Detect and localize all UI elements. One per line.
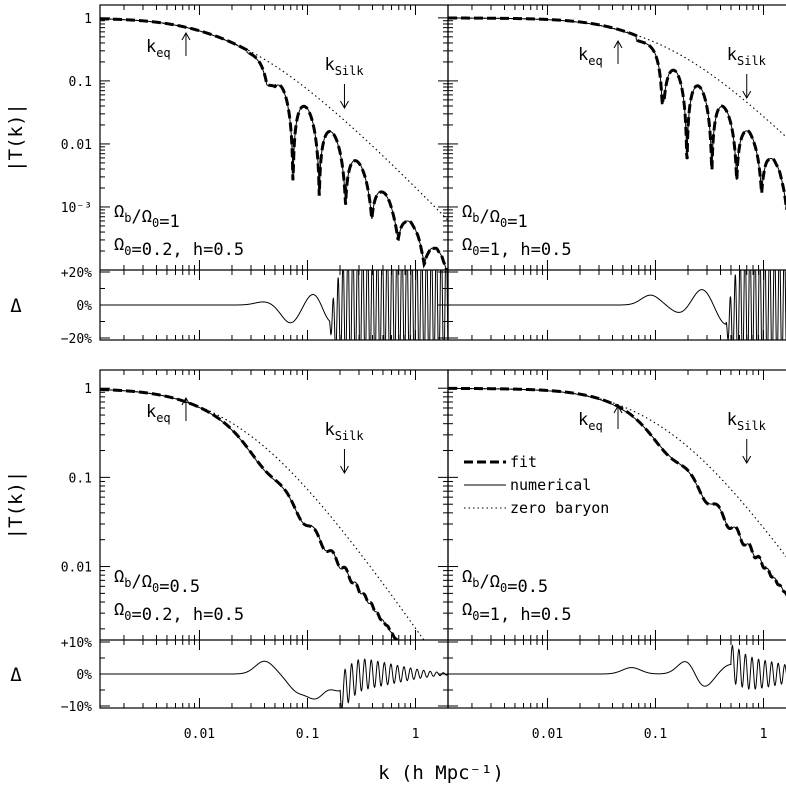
k-eq-arrowhead (181, 31, 191, 41)
baryon-fraction-label: Ωb/Ω0=1 (462, 202, 528, 232)
k-eq-marker: keq (146, 396, 191, 425)
legend-entry: zero baryon (510, 499, 609, 517)
residual-tick-label: −10% (61, 700, 92, 715)
k-silk-label: kSilk (324, 55, 364, 78)
k-eq-arrowhead (181, 396, 191, 406)
residual-tick-label: 0% (76, 668, 92, 683)
k-eq-marker: keq (578, 404, 623, 433)
zero-baryon-curve (448, 387, 786, 558)
k-eq-label: keq (578, 410, 603, 433)
y-tick-label: 1 (84, 382, 92, 397)
omega-h-label: Ω0=0.2, h=0.5 (114, 235, 244, 260)
numerical-curve (100, 389, 398, 640)
residual-curve (100, 270, 448, 340)
k-silk-label: kSilk (324, 420, 364, 443)
residual-tick-label: 0% (76, 299, 92, 314)
legend: fit numerical zero baryon (464, 453, 609, 517)
omega-h-label: Ω0=0.2, h=0.5 (114, 600, 244, 625)
x-tick-label: 0.01 (184, 727, 215, 742)
k-silk-marker: kSilk (324, 420, 364, 475)
numerical-curve (448, 387, 786, 594)
omega-h-label: Ω0=1, h=0.5 (462, 600, 572, 625)
baryon-fraction-label: Ωb/Ω0=0.5 (114, 567, 200, 597)
residual-axis-label: Δ (10, 664, 22, 686)
numerical-curve (448, 17, 786, 209)
zero-baryon-curve (448, 17, 786, 138)
baryon-fraction-label: Ωb/Ω0=1 (114, 202, 180, 232)
k-eq-arrowhead (613, 39, 623, 49)
k-silk-arrowhead (742, 455, 752, 465)
numerical-curve (100, 18, 447, 270)
k-eq-label: keq (146, 37, 171, 60)
k-silk-label: kSilk (727, 410, 767, 433)
panel-frame (447, 4, 786, 341)
k-silk-marker: kSilk (727, 45, 767, 100)
residual-tick-label: −20% (61, 332, 92, 347)
y-axis-label: |T(k)| (5, 103, 27, 172)
residual-axis-label: Δ (10, 295, 22, 317)
panel-top-right: keq kSilk Ωb/Ω0=1 Ω0=1, h=0.5 (447, 4, 786, 341)
y-tick-label: 1 (84, 12, 92, 27)
residual-curve (448, 644, 786, 691)
zero-baryon-curve (100, 388, 425, 640)
panel-bottom-right: keq kSilk Ωb/Ω0=0.5 Ω0=1, h=0.5 (447, 369, 786, 709)
y-tick-label: 10⁻³ (61, 201, 92, 216)
x-axis-label: k (h Mpc⁻¹) (378, 762, 504, 784)
fit-curve (100, 17, 448, 270)
y-axis-label: |T(k)| (5, 471, 27, 540)
y-tick-label: 0.01 (61, 561, 92, 576)
k-silk-marker: kSilk (324, 55, 364, 110)
y-tick-label: 0.01 (61, 138, 92, 153)
k-eq-marker: keq (578, 39, 623, 68)
y-tick-label: 0.1 (69, 471, 92, 486)
k-silk-arrowhead (340, 100, 349, 110)
k-silk-label: kSilk (727, 45, 767, 68)
x-tick-label: 1 (760, 727, 768, 742)
legend-entry: fit (510, 453, 537, 471)
baryon-fraction-label: Ωb/Ω0=0.5 (462, 567, 548, 597)
k-silk-marker: kSilk (727, 410, 767, 465)
k-eq-label: keq (146, 402, 171, 425)
x-tick-label: 0.1 (296, 727, 319, 742)
k-eq-label: keq (578, 45, 603, 68)
x-tick-label: 0.1 (644, 727, 667, 742)
residual-curve (100, 658, 448, 708)
omega-h-label: Ω0=1, h=0.5 (462, 235, 572, 260)
x-tick-label: 0.01 (532, 727, 563, 742)
residual-tick-label: +10% (61, 636, 92, 651)
k-silk-arrowhead (340, 465, 349, 475)
k-eq-arrowhead (613, 404, 623, 414)
legend-entry: numerical (510, 476, 591, 494)
y-tick-label: 0.1 (69, 75, 92, 90)
residual-tick-label: +20% (61, 266, 92, 281)
fit-curve (100, 387, 399, 640)
x-tick-label: 1 (412, 727, 420, 742)
panel-frame (447, 369, 786, 709)
k-eq-marker: keq (146, 31, 191, 60)
residual-curve (448, 270, 786, 340)
k-silk-arrowhead (742, 90, 752, 100)
